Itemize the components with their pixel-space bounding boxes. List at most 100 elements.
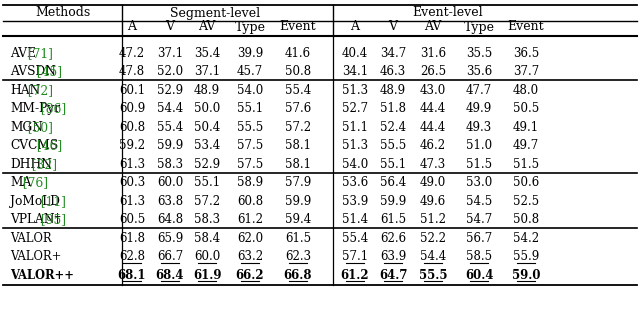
Text: 53.0: 53.0 xyxy=(466,176,492,189)
Text: 40.4: 40.4 xyxy=(342,47,368,60)
Text: 46.2: 46.2 xyxy=(420,139,446,152)
Text: 50.8: 50.8 xyxy=(285,65,311,78)
Text: 60.5: 60.5 xyxy=(119,213,145,226)
Text: MA: MA xyxy=(10,176,31,189)
Text: 49.7: 49.7 xyxy=(513,139,539,152)
Text: DHHN: DHHN xyxy=(10,158,52,171)
Text: 60.3: 60.3 xyxy=(119,176,145,189)
Text: 57.6: 57.6 xyxy=(285,102,311,115)
Text: V: V xyxy=(166,21,175,33)
Text: 55.9: 55.9 xyxy=(513,250,539,263)
Text: 50.8: 50.8 xyxy=(513,213,539,226)
Text: 66.7: 66.7 xyxy=(157,250,183,263)
Text: 52.7: 52.7 xyxy=(342,102,368,115)
Text: 57.9: 57.9 xyxy=(285,176,311,189)
Text: 56.4: 56.4 xyxy=(380,176,406,189)
Text: 58.1: 58.1 xyxy=(285,158,311,171)
Text: 60.0: 60.0 xyxy=(157,176,183,189)
Text: 55.5: 55.5 xyxy=(237,121,263,134)
Text: 54.4: 54.4 xyxy=(420,250,446,263)
Text: 53.6: 53.6 xyxy=(342,176,368,189)
Text: 57.5: 57.5 xyxy=(237,158,263,171)
Text: VALOR: VALOR xyxy=(10,232,52,245)
Text: 59.2: 59.2 xyxy=(119,139,145,152)
Text: 54.0: 54.0 xyxy=(237,84,263,97)
Text: MM-Pyr: MM-Pyr xyxy=(10,102,60,115)
Text: 55.4: 55.4 xyxy=(285,84,311,97)
Text: 49.1: 49.1 xyxy=(513,121,539,134)
Text: 62.6: 62.6 xyxy=(380,232,406,245)
Text: 51.2: 51.2 xyxy=(420,213,446,226)
Text: 35.5: 35.5 xyxy=(466,47,492,60)
Text: [46]: [46] xyxy=(33,139,62,152)
Text: 54.2: 54.2 xyxy=(513,232,539,245)
Text: 60.4: 60.4 xyxy=(465,269,493,282)
Text: AV: AV xyxy=(198,21,216,33)
Text: 60.0: 60.0 xyxy=(194,250,220,263)
Text: 59.9: 59.9 xyxy=(380,195,406,208)
Text: 43.0: 43.0 xyxy=(420,84,446,97)
Text: 49.3: 49.3 xyxy=(466,121,492,134)
Text: 62.0: 62.0 xyxy=(237,232,263,245)
Text: [71]: [71] xyxy=(24,47,52,60)
Text: 37.1: 37.1 xyxy=(194,65,220,78)
Text: 31.6: 31.6 xyxy=(420,47,446,60)
Text: 59.9: 59.9 xyxy=(157,139,183,152)
Text: 55.5: 55.5 xyxy=(419,269,447,282)
Text: 55.1: 55.1 xyxy=(194,176,220,189)
Text: 64.8: 64.8 xyxy=(157,213,183,226)
Text: 49.9: 49.9 xyxy=(466,102,492,115)
Text: 54.0: 54.0 xyxy=(342,158,368,171)
Text: Segment-level: Segment-level xyxy=(170,6,260,20)
Text: [86]: [86] xyxy=(38,102,67,115)
Text: 35.4: 35.4 xyxy=(194,47,220,60)
Text: 53.9: 53.9 xyxy=(342,195,368,208)
Text: 61.3: 61.3 xyxy=(119,195,145,208)
Text: 63.9: 63.9 xyxy=(380,250,406,263)
Text: [95]: [95] xyxy=(38,213,67,226)
Text: 37.1: 37.1 xyxy=(157,47,183,60)
Text: 39.9: 39.9 xyxy=(237,47,263,60)
Text: 58.5: 58.5 xyxy=(466,250,492,263)
Text: 54.7: 54.7 xyxy=(466,213,492,226)
Text: 47.7: 47.7 xyxy=(466,84,492,97)
Text: 60.1: 60.1 xyxy=(119,84,145,97)
Text: 50.4: 50.4 xyxy=(194,121,220,134)
Text: 36.5: 36.5 xyxy=(513,47,539,60)
Text: 51.1: 51.1 xyxy=(342,121,368,134)
Text: 51.8: 51.8 xyxy=(380,102,406,115)
Text: 60.9: 60.9 xyxy=(119,102,145,115)
Text: 58.1: 58.1 xyxy=(285,139,311,152)
Text: 64.7: 64.7 xyxy=(379,269,407,282)
Text: 58.3: 58.3 xyxy=(194,213,220,226)
Text: [45]: [45] xyxy=(33,65,62,78)
Text: 52.9: 52.9 xyxy=(194,158,220,171)
Text: VALOR++: VALOR++ xyxy=(10,269,74,282)
Text: VPLAN†: VPLAN† xyxy=(10,213,61,226)
Text: 66.2: 66.2 xyxy=(236,269,264,282)
Text: 41.6: 41.6 xyxy=(285,47,311,60)
Text: 35.6: 35.6 xyxy=(466,65,492,78)
Text: 61.5: 61.5 xyxy=(380,213,406,226)
Text: 55.5: 55.5 xyxy=(380,139,406,152)
Text: 55.1: 55.1 xyxy=(380,158,406,171)
Text: 52.0: 52.0 xyxy=(157,65,183,78)
Text: 58.3: 58.3 xyxy=(157,158,183,171)
Text: 44.4: 44.4 xyxy=(420,121,446,134)
Text: 61.3: 61.3 xyxy=(119,158,145,171)
Text: 52.9: 52.9 xyxy=(157,84,183,97)
Text: [72]: [72] xyxy=(24,84,52,97)
Text: 52.5: 52.5 xyxy=(513,195,539,208)
Text: 48.9: 48.9 xyxy=(194,84,220,97)
Text: 57.2: 57.2 xyxy=(194,195,220,208)
Text: 61.5: 61.5 xyxy=(285,232,311,245)
Text: 61.2: 61.2 xyxy=(340,269,369,282)
Text: 51.5: 51.5 xyxy=(513,158,539,171)
Text: 54.4: 54.4 xyxy=(157,102,183,115)
Text: Event: Event xyxy=(508,21,544,33)
Text: AV: AV xyxy=(424,21,442,33)
Text: 62.8: 62.8 xyxy=(119,250,145,263)
Text: 47.8: 47.8 xyxy=(119,65,145,78)
Text: 68.1: 68.1 xyxy=(118,269,147,282)
Text: V: V xyxy=(388,21,397,33)
